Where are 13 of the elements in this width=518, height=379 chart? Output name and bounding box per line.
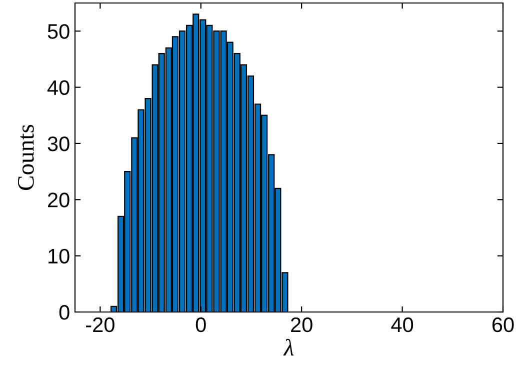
x-tick-label: -20	[86, 317, 114, 332]
x-tick-label: 20	[291, 317, 312, 332]
y-tick-label: 0	[59, 305, 70, 320]
y-tick-label: 20	[48, 192, 70, 208]
y-tick-label: 40	[47, 80, 70, 96]
y-tick-label: 10	[48, 248, 70, 264]
y-tick-label: 30	[48, 136, 70, 152]
x-tick-label: 60	[492, 317, 514, 332]
x-axis-title: λ	[283, 338, 294, 356]
x-tick-label: 40	[391, 317, 414, 332]
x-tick-label: 0	[196, 317, 206, 332]
y-axis-title: Counts	[18, 124, 34, 190]
y-tick-label: 50	[48, 24, 70, 39]
